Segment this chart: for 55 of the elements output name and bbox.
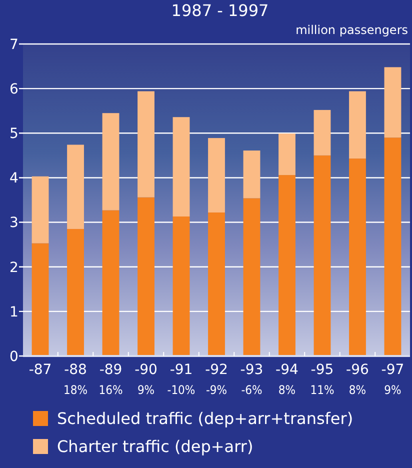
y-tick-label: 3 [10,215,18,232]
bar [243,150,260,198]
y-tick-label: 6 [10,81,19,98]
x-tick-label: -95 [310,362,334,378]
x-tick-label: -91 [170,362,193,378]
y-tick-label: 5 [10,126,18,142]
x-tick-label: -87 [28,362,52,378]
y-tick-label: 4 [10,170,19,187]
bar [172,117,190,216]
bar [243,198,260,356]
chart-title: 1987 - 1997 [171,1,269,20]
text: -10% [167,383,196,397]
x-tick-label: -88 [64,362,87,378]
y-tick-label: 2 [10,260,18,276]
text: 8% [348,383,366,397]
legend-label: Charter traffic (dep+arr) [57,437,254,456]
bar [314,110,331,156]
bar [67,228,84,356]
legend-label: Scheduled traffic (dep+arr+transfer) [57,409,354,428]
bar [67,144,84,229]
bar [314,155,331,356]
bar [349,91,366,159]
text: 11% [310,383,334,397]
bar [278,134,296,176]
x-tick-label: -89 [99,362,122,378]
bar [102,113,120,210]
x-tick-label: -97 [381,362,404,378]
bar [384,138,402,356]
text: 9% [384,383,402,397]
text: 9% [137,383,155,397]
bar [208,212,225,356]
text: 18% [64,383,88,397]
bar [32,176,49,244]
y-tick-label: 1 [10,304,18,320]
text: 8% [278,383,296,397]
x-tick-label: -93 [240,362,264,378]
text: -9% [206,383,228,397]
x-tick-label: -90 [134,362,158,378]
y-tick-label: 7 [10,36,18,53]
bar [102,210,120,356]
bar [384,67,402,138]
bar [138,91,154,198]
text: -6% [241,383,262,397]
bar [138,197,154,356]
bar [349,158,366,356]
bar [172,216,190,356]
y-tick-label: 0 [10,348,18,365]
x-tick-label: -96 [346,362,370,378]
bar [278,175,296,356]
x-tick-label: -94 [276,362,299,378]
text: 16% [98,383,123,397]
y-axis-title: million passengers [296,23,408,37]
bar [208,138,225,212]
x-tick-label: -92 [205,362,228,378]
bar [32,243,49,356]
